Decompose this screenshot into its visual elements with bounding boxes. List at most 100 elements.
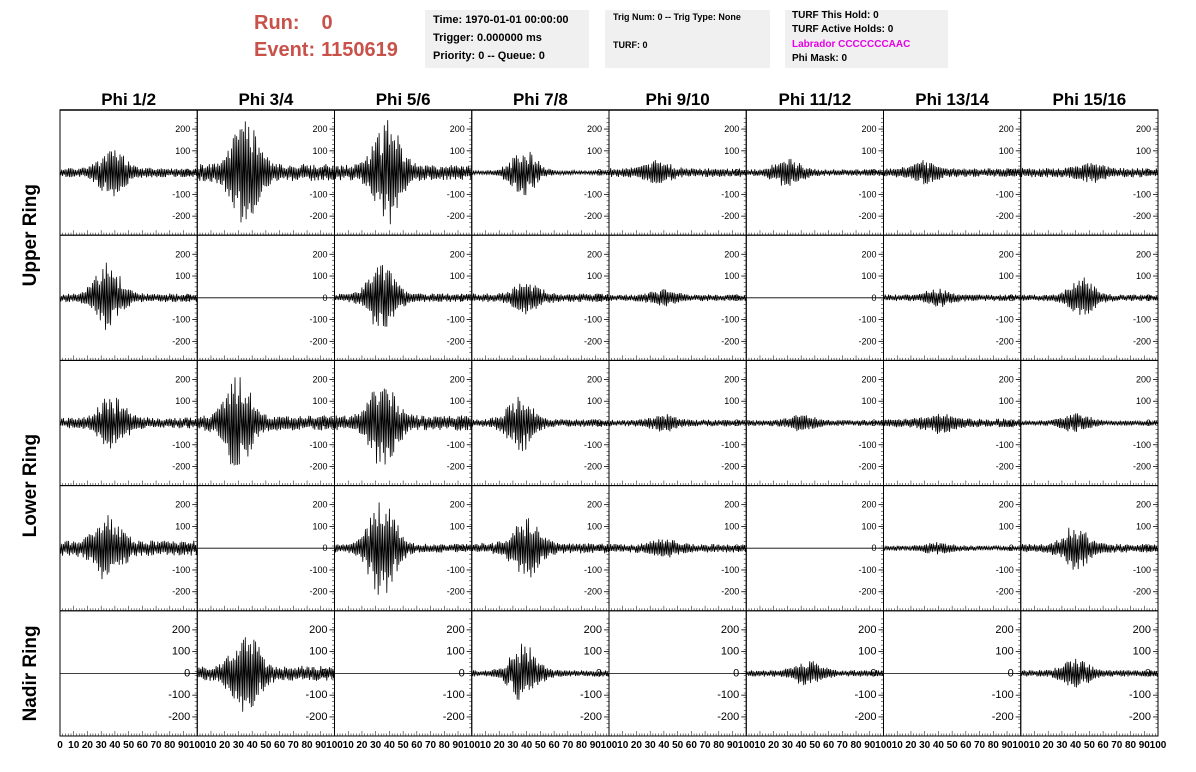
trig-num-text: Trig Num: 0 -- Trig Type: None xyxy=(613,12,741,22)
column-header: Phi 11/12 xyxy=(778,90,851,109)
y-tick-label: -200 xyxy=(172,587,190,597)
column-header: Phi 5/6 xyxy=(376,90,431,109)
y-tick-label: 200 xyxy=(721,624,739,636)
y-tick-label: 100 xyxy=(861,521,876,531)
y-tick-label: 100 xyxy=(175,146,190,156)
y-tick-label: -200 xyxy=(996,462,1014,472)
x-tick-label: 40 xyxy=(658,740,670,751)
x-axis-labels: 0 10 20 30 40 50 60 70 80 90 100 10 20 30 40 50 60 70 80 90… xyxy=(57,740,1167,751)
y-tick-label: -200 xyxy=(858,587,876,597)
x-tick-label: 0 xyxy=(57,740,63,751)
y-tick-label: -100 xyxy=(447,440,465,450)
waveform-trace xyxy=(1020,413,1159,432)
x-tick-label: 90 xyxy=(727,740,739,751)
waveform-trace xyxy=(471,518,610,578)
y-tick-label: 100 xyxy=(450,271,465,281)
y-tick-label: 200 xyxy=(724,374,739,384)
waveform-trace xyxy=(196,637,335,712)
y-tick-label: -100 xyxy=(996,565,1014,575)
y-tick-label: 100 xyxy=(858,646,876,658)
x-tick-label: 100 xyxy=(875,740,892,751)
y-tick-label: 200 xyxy=(724,124,739,134)
y-tick-label: 200 xyxy=(999,249,1014,259)
y-tick-label: -200 xyxy=(721,211,739,221)
x-tick-label: 70 xyxy=(837,740,849,751)
y-tick-label: -200 xyxy=(854,711,876,723)
x-tick-label: 100 xyxy=(738,740,755,751)
x-tick-label: 50 xyxy=(809,740,821,751)
x-tick-label: 30 xyxy=(233,740,245,751)
y-tick-label: -100 xyxy=(996,315,1014,325)
x-tick-label: 40 xyxy=(933,740,945,751)
column-headers: Phi 1/2 Phi 3/4 Phi 5/6 Phi 7/8 Phi 9/10 Phi … xyxy=(60,90,1158,111)
y-tick-label: -200 xyxy=(858,336,876,346)
time-info-box: Time: 1970-01-01 00:00:00 Trigger: 0.000… xyxy=(425,10,589,68)
y-tick-label: -100 xyxy=(1133,440,1151,450)
waveform-trace xyxy=(59,397,198,449)
y-tick-label: 200 xyxy=(175,500,190,510)
x-tick-label: 90 xyxy=(864,740,876,751)
turf-hold-text: TURF This Hold: 0 xyxy=(792,10,879,21)
x-tick-label: 30 xyxy=(782,740,794,751)
x-tick-label: 90 xyxy=(1139,740,1151,751)
x-tick-label: 40 xyxy=(796,740,808,751)
waveform-trace xyxy=(1020,163,1159,183)
y-tick-label: -200 xyxy=(992,711,1014,723)
y-tick-label: 200 xyxy=(587,500,602,510)
y-tick-label: -200 xyxy=(721,462,739,472)
x-tick-label: 80 xyxy=(576,740,588,751)
y-tick-label: -200 xyxy=(447,336,465,346)
y-tick-label: -200 xyxy=(996,336,1014,346)
waveform-trace xyxy=(334,264,473,327)
y-tick-label: 100 xyxy=(724,271,739,281)
y-tick-label: -200 xyxy=(447,211,465,221)
y-tick-label: 100 xyxy=(312,396,327,406)
y-tick-label: -200 xyxy=(172,336,190,346)
waveform-trace xyxy=(883,413,1022,435)
y-tick-label: 100 xyxy=(450,521,465,531)
y-tick-label: 100 xyxy=(861,396,876,406)
x-tick-label: 20 xyxy=(1043,740,1055,751)
y-tick-label: 200 xyxy=(587,124,602,134)
x-tick-label: 60 xyxy=(823,740,835,751)
y-tick-label: -100 xyxy=(447,565,465,575)
y-tick-label: 100 xyxy=(587,396,602,406)
y-tick-label: 200 xyxy=(1136,249,1151,259)
x-tick-label: 80 xyxy=(1125,740,1137,751)
y-tick-label: 200 xyxy=(312,124,327,134)
waveform-trace xyxy=(334,388,473,465)
y-tick-label: -200 xyxy=(580,711,602,723)
x-tick-label: 10 xyxy=(754,740,766,751)
y-tick-label: 200 xyxy=(999,374,1014,384)
y-tick-label: -200 xyxy=(443,711,465,723)
y-tick-label: -200 xyxy=(309,211,327,221)
row-headers: Upper Ring Lower Ring Nadir Ring xyxy=(20,184,41,721)
y-tick-label: -100 xyxy=(168,689,190,701)
column-header: Phi 1/2 xyxy=(101,90,156,109)
y-tick-label: -100 xyxy=(992,689,1014,701)
x-tick-label: 10 xyxy=(68,740,80,751)
row-header: Lower Ring xyxy=(20,434,41,537)
y-tick-label: 100 xyxy=(446,646,464,658)
y-tick-label: 0 xyxy=(185,543,190,553)
x-tick-label: 100 xyxy=(1012,740,1029,751)
x-tick-label: 70 xyxy=(562,740,574,751)
y-tick-label: 200 xyxy=(446,624,464,636)
y-tick-label: -200 xyxy=(996,587,1014,597)
x-tick-label: 90 xyxy=(590,740,602,751)
y-tick-label: -100 xyxy=(858,189,876,199)
y-tick-label: 200 xyxy=(450,374,465,384)
y-tick-label: 200 xyxy=(450,500,465,510)
y-tick-label: -100 xyxy=(584,565,602,575)
y-tick-label: -100 xyxy=(996,440,1014,450)
y-tick-label: -100 xyxy=(858,315,876,325)
waveform-trace xyxy=(334,120,473,225)
